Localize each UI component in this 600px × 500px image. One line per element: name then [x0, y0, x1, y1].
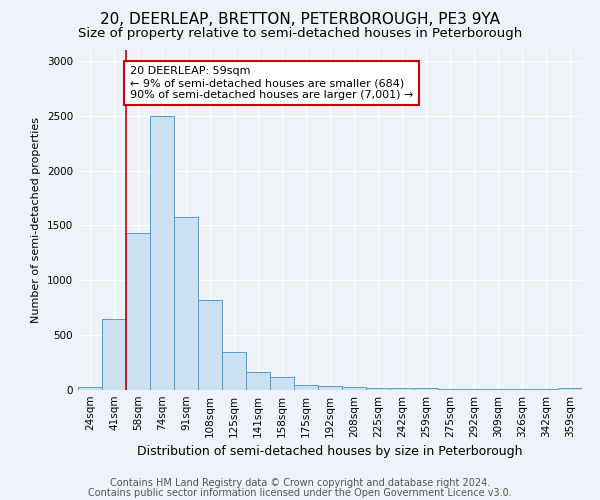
- Bar: [414, 388, 438, 390]
- Bar: [174, 216, 198, 390]
- Bar: [366, 388, 390, 390]
- Bar: [150, 116, 174, 390]
- Text: Size of property relative to semi-detached houses in Peterborough: Size of property relative to semi-detach…: [78, 28, 522, 40]
- Text: 20 DEERLEAP: 59sqm
← 9% of semi-detached houses are smaller (684)
90% of semi-de: 20 DEERLEAP: 59sqm ← 9% of semi-detached…: [130, 66, 413, 100]
- X-axis label: Distribution of semi-detached houses by size in Peterborough: Distribution of semi-detached houses by …: [137, 446, 523, 458]
- Text: Contains public sector information licensed under the Open Government Licence v3: Contains public sector information licen…: [88, 488, 512, 498]
- Bar: [558, 388, 582, 390]
- Bar: [342, 388, 366, 390]
- Bar: [486, 389, 510, 390]
- Text: Contains HM Land Registry data © Crown copyright and database right 2024.: Contains HM Land Registry data © Crown c…: [110, 478, 490, 488]
- Text: 20, DEERLEAP, BRETTON, PETERBOROUGH, PE3 9YA: 20, DEERLEAP, BRETTON, PETERBOROUGH, PE3…: [100, 12, 500, 28]
- Bar: [198, 300, 222, 390]
- Bar: [270, 377, 294, 390]
- Bar: [294, 384, 318, 390]
- Bar: [390, 388, 414, 390]
- Bar: [462, 389, 486, 390]
- Bar: [246, 372, 270, 390]
- Bar: [318, 386, 342, 390]
- Bar: [438, 388, 462, 390]
- Bar: [78, 386, 102, 390]
- Bar: [102, 318, 126, 390]
- Y-axis label: Number of semi-detached properties: Number of semi-detached properties: [31, 117, 41, 323]
- Bar: [126, 233, 150, 390]
- Bar: [222, 352, 246, 390]
